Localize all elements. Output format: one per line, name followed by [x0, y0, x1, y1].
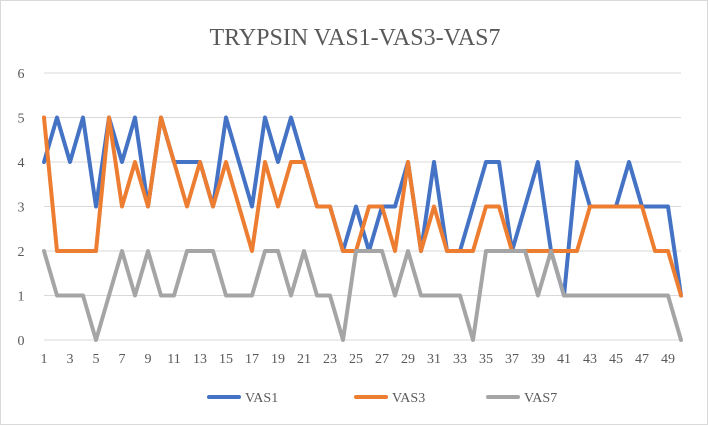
x-tick-label: 9 — [145, 352, 152, 367]
x-tick-label: 45 — [609, 352, 623, 367]
x-tick-label: 3 — [67, 352, 74, 367]
x-tick-label: 41 — [557, 352, 571, 367]
x-tick-label: 23 — [323, 352, 337, 367]
x-tick-label: 47 — [635, 352, 649, 367]
x-tick-label: 5 — [93, 352, 100, 367]
series-line-vas7 — [42, 249, 683, 342]
x-tick-label: 31 — [427, 352, 441, 367]
x-tick-label: 7 — [119, 352, 126, 367]
x-tick-label: 35 — [479, 352, 493, 367]
chart-title: TRYPSIN VAS1-VAS3-VAS7 — [210, 25, 501, 51]
y-tick-label: 6 — [18, 67, 25, 82]
y-tick-label: 1 — [18, 290, 25, 305]
x-tick-label: 43 — [583, 352, 597, 367]
y-tick-label: 4 — [18, 156, 25, 171]
x-tick-label: 19 — [271, 352, 285, 367]
gridlines — [44, 72, 681, 341]
legend-label-vas7: VAS7 — [524, 391, 557, 406]
y-tick-label: 3 — [18, 201, 25, 216]
x-tick-label: 11 — [167, 352, 180, 367]
x-tick-label: 13 — [193, 352, 207, 367]
y-tick-label: 0 — [18, 334, 25, 349]
series-line-vas3 — [42, 115, 683, 298]
x-tick-label: 15 — [219, 352, 233, 367]
x-tick-label: 37 — [505, 352, 519, 367]
x-tick-label: 1 — [41, 352, 48, 367]
y-tick-label: 5 — [18, 112, 25, 127]
x-tick-label: 27 — [375, 352, 389, 367]
x-tick-label: 29 — [401, 352, 415, 367]
x-tick-label: 33 — [453, 352, 467, 367]
x-tick-label: 17 — [245, 352, 259, 367]
x-tick-label: 39 — [531, 352, 545, 367]
legend: VAS1 VAS3 VAS7 — [207, 391, 557, 406]
x-axis-ticks: 1 3 5 7 9 11 13 15 17 19 21 23 25 27 29 31 33 35 37 39 41 43 4… — [41, 352, 676, 367]
legend-label-vas1: VAS1 — [245, 391, 278, 406]
x-tick-label: 25 — [349, 352, 363, 367]
x-tick-label: 21 — [297, 352, 311, 367]
series-lines — [42, 115, 683, 342]
legend-label-vas3: VAS3 — [392, 391, 425, 406]
y-tick-label: 2 — [18, 245, 25, 260]
x-tick-label: 49 — [661, 352, 675, 367]
y-axis-ticks: 0 1 2 3 4 5 6 — [18, 67, 25, 349]
